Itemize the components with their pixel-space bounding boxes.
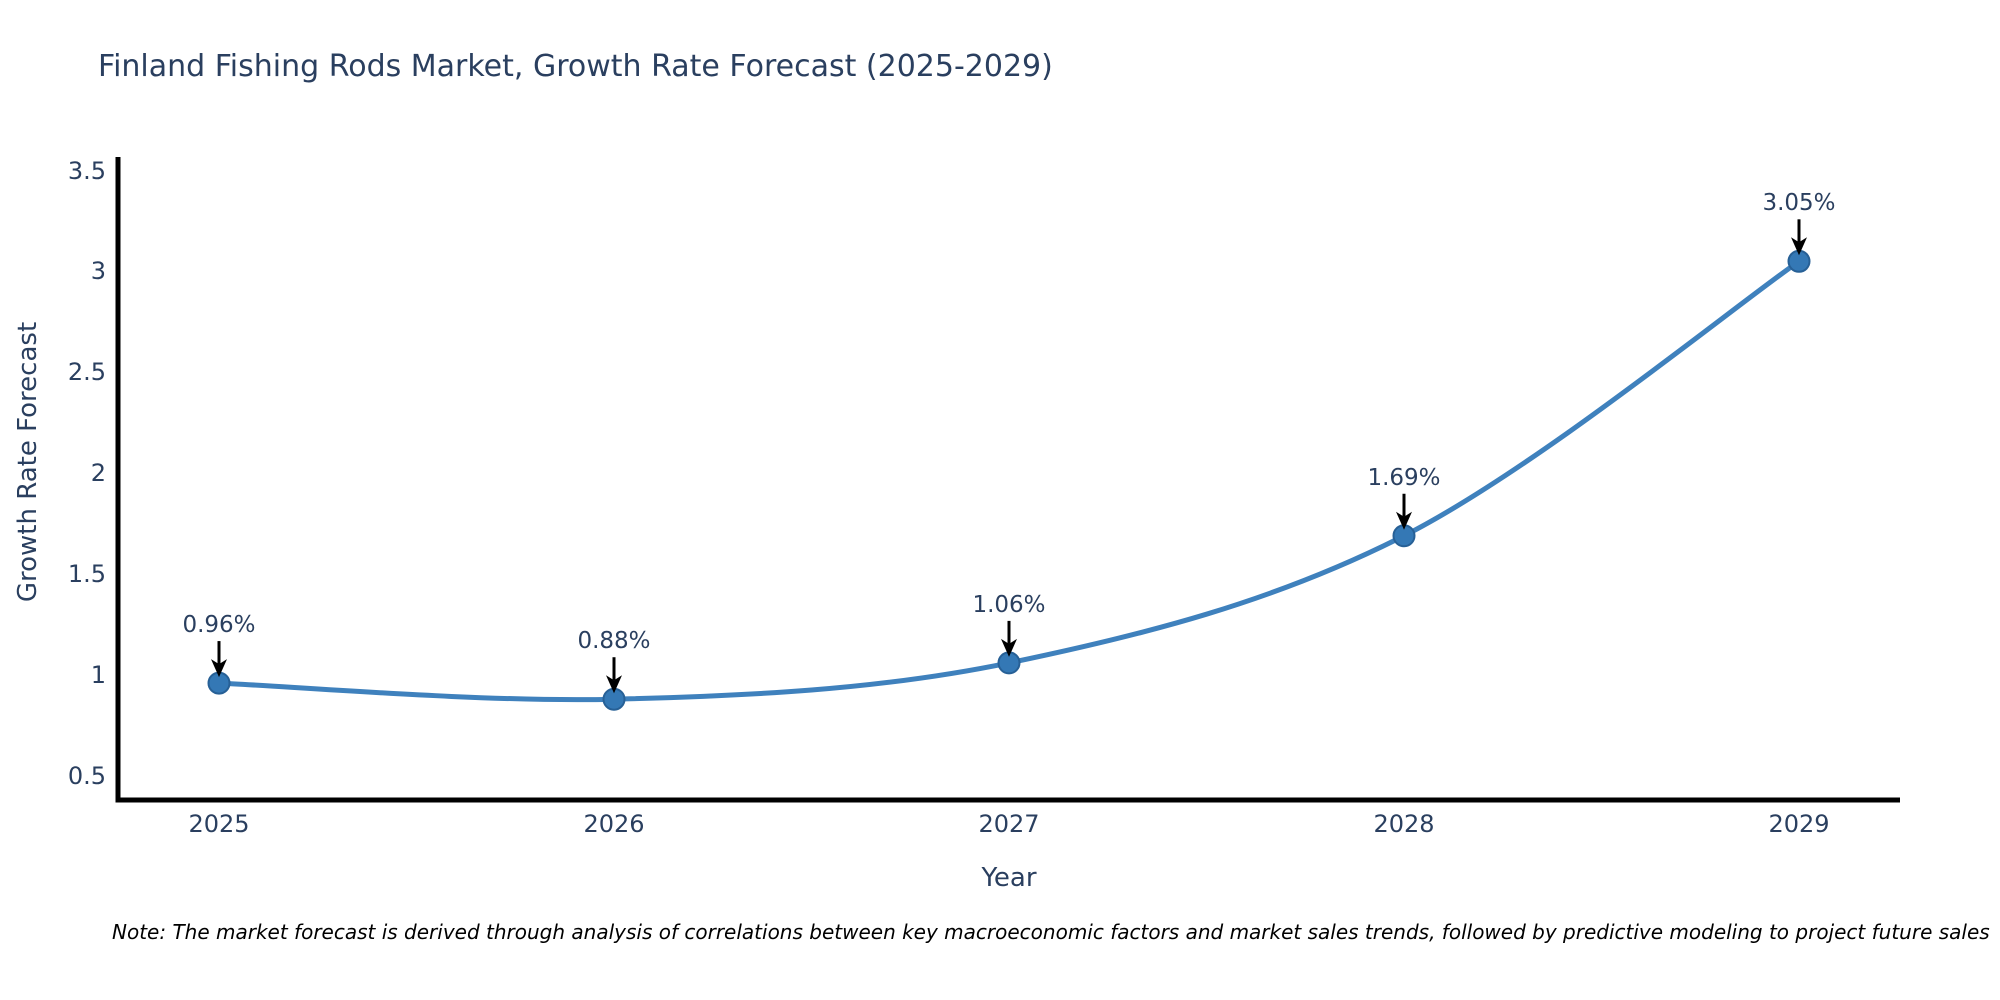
axis-spines	[115, 157, 1900, 803]
annotation-arrowhead-2027	[1001, 638, 1017, 657]
x-axis-title: Year	[981, 863, 1037, 893]
annotation-arrowhead-2025	[211, 659, 227, 678]
chart-title: Finland Fishing Rods Market, Growth Rate…	[98, 49, 1053, 84]
footnote: Note: The market forecast is derived thr…	[112, 920, 1990, 944]
annotation-arrowhead-2029	[1791, 237, 1807, 256]
annotation-arrowhead-2028	[1396, 511, 1412, 530]
annotation-arrowhead-2026	[606, 675, 622, 694]
